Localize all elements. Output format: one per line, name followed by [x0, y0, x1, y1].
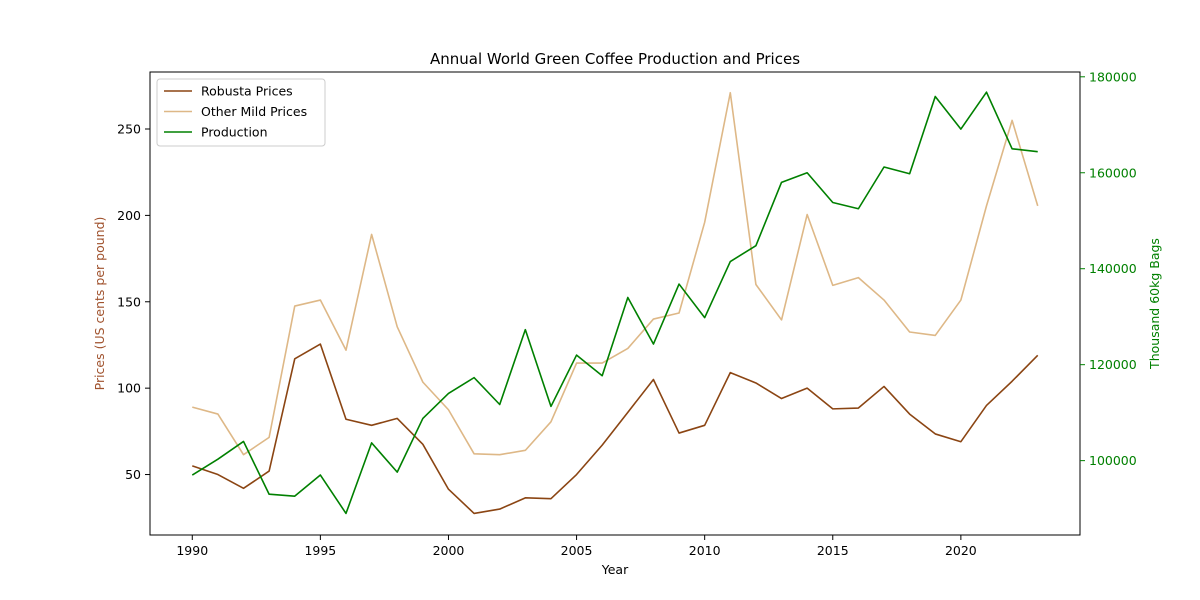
y-left-tick-label: 250 — [117, 122, 141, 137]
y-right-tick-label: 140000 — [1089, 261, 1137, 276]
y-right-tick-label: 100000 — [1089, 453, 1137, 468]
x-tick-label: 1995 — [304, 543, 336, 558]
legend-label-robusta: Robusta Prices — [201, 84, 293, 99]
x-tick-label: 1990 — [176, 543, 208, 558]
y-right-tick-label: 180000 — [1089, 69, 1137, 84]
y-left-tick-label: 150 — [117, 294, 141, 309]
x-axis: 1990 1995 2000 2005 2010 2015 2020 — [176, 535, 977, 558]
y-right-tick-label: 160000 — [1089, 165, 1137, 180]
series-line-other-mild-prices — [192, 91, 1039, 456]
y-axis-left-label: Prices (US cents per pound) — [92, 217, 107, 391]
chart-title: Annual World Green Coffee Production and… — [430, 50, 800, 68]
x-axis-label: Year — [601, 562, 629, 577]
y-right-tick-label: 120000 — [1089, 357, 1137, 372]
series-line-production — [191, 91, 1038, 515]
plot-frame — [149, 71, 1081, 536]
y-axis-right-label: Thousand 60kg Bags — [1147, 238, 1162, 370]
legend-label-production: Production — [201, 125, 268, 140]
y-left-tick-label: 200 — [117, 208, 141, 223]
y-left-tick-label: 100 — [117, 381, 141, 396]
y-left-tick-label: 50 — [125, 467, 141, 482]
y-axis-left: 50 100 150 200 250 — [117, 122, 150, 482]
series-line-robusta-prices — [192, 343, 1039, 515]
x-tick-label: 2005 — [561, 543, 593, 558]
x-tick-label: 2020 — [945, 543, 977, 558]
x-tick-label: 2010 — [689, 543, 721, 558]
legend-box — [156, 78, 326, 147]
x-tick-label: 2015 — [817, 543, 849, 558]
legend: Robusta Prices Other Mild Prices Product… — [156, 78, 326, 147]
x-tick-label: 2000 — [433, 543, 465, 558]
legend-label-other-mild: Other Mild Prices — [201, 104, 307, 119]
series-lines — [191, 91, 1039, 515]
y-axis-right: 100000 120000 140000 160000 180000 — [1080, 69, 1137, 468]
